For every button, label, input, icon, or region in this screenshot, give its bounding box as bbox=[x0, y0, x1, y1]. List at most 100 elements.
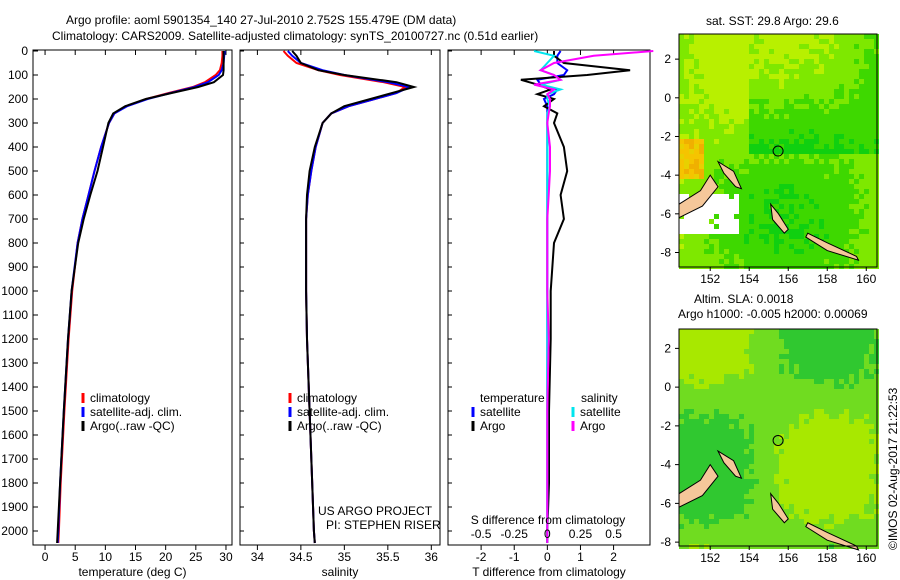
map-cell bbox=[729, 514, 734, 519]
map-cell bbox=[709, 79, 714, 84]
map-cell bbox=[769, 524, 774, 529]
map-cell bbox=[754, 74, 759, 79]
map-cell bbox=[814, 189, 819, 194]
map-cell bbox=[679, 64, 684, 69]
map-cell bbox=[769, 419, 774, 424]
map-cell bbox=[819, 394, 824, 399]
map-cell bbox=[834, 174, 839, 179]
map-cell bbox=[864, 59, 869, 64]
map-cell bbox=[699, 169, 704, 174]
map-cell bbox=[764, 484, 769, 489]
map-cell bbox=[724, 329, 729, 334]
map-cell bbox=[844, 339, 849, 344]
map-cell bbox=[709, 349, 714, 354]
map-cell bbox=[704, 449, 709, 454]
map-cell bbox=[789, 84, 794, 89]
map-cell bbox=[774, 149, 779, 154]
map-cell bbox=[869, 334, 874, 339]
map-cell bbox=[694, 514, 699, 519]
map-cell bbox=[859, 134, 864, 139]
map-cell bbox=[719, 389, 724, 394]
map-cell bbox=[864, 254, 869, 259]
map-cell bbox=[794, 44, 799, 49]
map-cell bbox=[749, 214, 754, 219]
map-cell bbox=[719, 99, 724, 104]
map-cell bbox=[834, 84, 839, 89]
map-cell bbox=[764, 374, 769, 379]
map-cell bbox=[749, 49, 754, 54]
map-cell bbox=[869, 504, 874, 509]
map-cell bbox=[719, 114, 724, 119]
map-cell bbox=[759, 369, 764, 374]
map-cell bbox=[824, 489, 829, 494]
map-cell bbox=[729, 404, 734, 409]
map-cell bbox=[769, 59, 774, 64]
map-cell bbox=[834, 69, 839, 74]
map-cell bbox=[769, 189, 774, 194]
map-cell bbox=[794, 199, 799, 204]
map-cell bbox=[789, 144, 794, 149]
map-cell bbox=[754, 509, 759, 514]
map-cell bbox=[819, 89, 824, 94]
map-cell bbox=[694, 429, 699, 434]
map-cell bbox=[804, 534, 809, 539]
map-cell bbox=[769, 169, 774, 174]
map-cell bbox=[869, 529, 874, 534]
map-cell bbox=[739, 184, 744, 189]
map-cell bbox=[849, 49, 854, 54]
map-cell bbox=[849, 514, 854, 519]
map-cell bbox=[804, 214, 809, 219]
map-cell bbox=[794, 114, 799, 119]
map-cell bbox=[819, 249, 824, 254]
map-cell bbox=[859, 39, 864, 44]
map-cell bbox=[729, 534, 734, 539]
map-cell bbox=[769, 84, 774, 89]
map-cell bbox=[684, 349, 689, 354]
map-cell bbox=[869, 469, 874, 474]
map-cell bbox=[804, 399, 809, 404]
map-cell bbox=[814, 479, 819, 484]
map-cell bbox=[804, 354, 809, 359]
map-cell bbox=[869, 199, 874, 204]
map-cell bbox=[784, 534, 789, 539]
map-cell bbox=[819, 254, 824, 259]
map-cell bbox=[764, 144, 769, 149]
map-cell bbox=[774, 249, 779, 254]
map-cell bbox=[844, 94, 849, 99]
map-cell bbox=[764, 219, 769, 224]
map-cell bbox=[799, 474, 804, 479]
map-cell bbox=[734, 244, 739, 249]
map-cell bbox=[769, 459, 774, 464]
map-cell bbox=[739, 194, 744, 199]
map-cell bbox=[729, 34, 734, 39]
map-cell bbox=[844, 439, 849, 444]
map-cell bbox=[839, 219, 844, 224]
map-cell bbox=[774, 529, 779, 534]
map-cell bbox=[789, 354, 794, 359]
map-cell bbox=[809, 394, 814, 399]
map-cell bbox=[824, 159, 829, 164]
map-cell bbox=[699, 389, 704, 394]
series-line-t-argo bbox=[520, 51, 631, 543]
map-cell bbox=[779, 479, 784, 484]
project-line-2: PI: STEPHEN RISER bbox=[326, 518, 441, 532]
map-cell bbox=[859, 454, 864, 459]
map-cell bbox=[864, 534, 869, 539]
map-cell bbox=[799, 454, 804, 459]
map-cell bbox=[789, 434, 794, 439]
map-cell bbox=[784, 259, 789, 264]
map-cell bbox=[709, 444, 714, 449]
map-cell bbox=[734, 39, 739, 44]
map-cell bbox=[764, 79, 769, 84]
map-cell bbox=[854, 444, 859, 449]
map-cell bbox=[754, 379, 759, 384]
map-cell bbox=[719, 119, 724, 124]
map-cell bbox=[709, 59, 714, 64]
map-cell bbox=[769, 124, 774, 129]
map-cell bbox=[869, 329, 874, 334]
map-cell bbox=[694, 114, 699, 119]
map-cell bbox=[699, 354, 704, 359]
map-cell bbox=[764, 429, 769, 434]
map-cell bbox=[679, 389, 684, 394]
map-cell bbox=[709, 384, 714, 389]
